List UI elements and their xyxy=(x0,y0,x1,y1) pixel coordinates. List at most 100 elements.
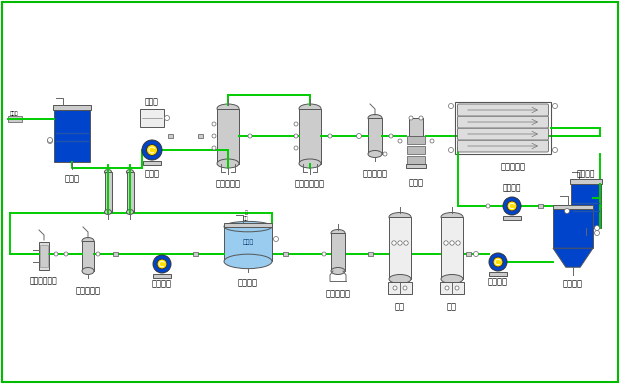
FancyBboxPatch shape xyxy=(458,128,549,140)
Text: 树脂捕捉器: 树脂捕捉器 xyxy=(326,289,350,298)
Ellipse shape xyxy=(224,222,272,232)
Text: 储水池: 储水池 xyxy=(242,239,254,245)
Circle shape xyxy=(48,137,53,142)
Bar xyxy=(570,179,602,184)
Ellipse shape xyxy=(126,169,133,174)
Bar xyxy=(407,136,425,144)
Circle shape xyxy=(164,116,169,121)
Bar xyxy=(105,172,112,212)
Ellipse shape xyxy=(389,275,411,283)
Circle shape xyxy=(445,286,449,290)
Bar xyxy=(368,118,382,154)
Circle shape xyxy=(54,252,58,256)
Bar xyxy=(167,134,172,138)
Bar xyxy=(224,227,272,262)
Bar xyxy=(192,252,198,256)
Bar xyxy=(53,105,91,110)
Text: 原水泵: 原水泵 xyxy=(144,169,159,178)
Ellipse shape xyxy=(441,275,463,283)
Ellipse shape xyxy=(368,151,382,157)
Circle shape xyxy=(212,146,216,150)
Circle shape xyxy=(142,140,162,160)
Circle shape xyxy=(153,255,171,273)
Bar xyxy=(82,241,94,271)
Text: 终端水箱: 终端水箱 xyxy=(238,278,258,287)
Bar xyxy=(406,164,426,168)
Bar xyxy=(126,172,133,212)
Bar xyxy=(54,110,90,162)
Circle shape xyxy=(392,241,396,245)
Bar xyxy=(40,245,48,267)
Bar xyxy=(407,146,425,154)
Circle shape xyxy=(273,237,278,242)
Text: 原水箱: 原水箱 xyxy=(64,174,79,183)
Ellipse shape xyxy=(82,237,94,245)
Circle shape xyxy=(455,286,459,290)
Ellipse shape xyxy=(105,210,112,215)
Text: 吗
储器: 吗 储器 xyxy=(243,210,249,220)
Bar xyxy=(466,252,471,256)
Text: 自来水: 自来水 xyxy=(10,111,19,116)
Bar xyxy=(553,205,593,209)
Circle shape xyxy=(456,241,460,245)
Circle shape xyxy=(389,134,393,138)
Bar xyxy=(571,184,601,228)
Circle shape xyxy=(448,147,453,152)
Ellipse shape xyxy=(331,230,345,237)
Circle shape xyxy=(489,253,507,271)
Ellipse shape xyxy=(105,169,112,174)
Circle shape xyxy=(146,144,157,156)
Text: 高压泵: 高压泵 xyxy=(409,178,423,187)
Ellipse shape xyxy=(82,268,94,275)
Text: 混床: 混床 xyxy=(447,302,457,311)
Text: 中间水泵: 中间水泵 xyxy=(488,277,508,286)
Circle shape xyxy=(448,104,453,109)
Bar xyxy=(407,156,425,164)
Text: 活性炭过滤器: 活性炭过滤器 xyxy=(295,179,325,189)
Circle shape xyxy=(503,197,521,215)
FancyBboxPatch shape xyxy=(458,116,549,128)
Bar xyxy=(283,252,288,256)
Circle shape xyxy=(450,241,454,245)
Circle shape xyxy=(404,241,408,245)
FancyBboxPatch shape xyxy=(458,140,549,152)
Circle shape xyxy=(409,116,413,120)
Circle shape xyxy=(595,230,600,235)
Text: 中间水箱: 中间水箱 xyxy=(563,279,583,288)
Text: 微孔过滤器: 微孔过滤器 xyxy=(76,286,100,295)
Bar xyxy=(140,109,164,127)
Text: 机械过滤器: 机械过滤器 xyxy=(216,179,241,189)
Ellipse shape xyxy=(299,104,321,113)
Text: 清洗水箱: 清洗水箱 xyxy=(577,169,595,178)
Bar xyxy=(553,209,593,248)
Ellipse shape xyxy=(224,254,272,269)
Circle shape xyxy=(157,259,167,269)
Circle shape xyxy=(493,257,503,267)
Circle shape xyxy=(322,252,326,256)
Ellipse shape xyxy=(389,212,411,222)
Circle shape xyxy=(96,252,100,256)
Bar xyxy=(331,233,345,271)
Circle shape xyxy=(248,134,252,138)
Bar xyxy=(440,282,464,294)
Circle shape xyxy=(430,139,434,143)
Ellipse shape xyxy=(299,159,321,168)
Bar xyxy=(198,134,203,138)
Bar xyxy=(153,274,171,278)
Circle shape xyxy=(294,134,298,138)
Circle shape xyxy=(398,139,402,143)
Text: 清洗水泵: 清洗水泵 xyxy=(503,183,521,192)
Circle shape xyxy=(212,134,216,138)
Circle shape xyxy=(564,209,570,214)
Polygon shape xyxy=(553,248,593,267)
Text: 终端水泵: 终端水泵 xyxy=(152,279,172,288)
Bar xyxy=(143,161,161,165)
Circle shape xyxy=(64,252,68,256)
Circle shape xyxy=(486,204,490,208)
Circle shape xyxy=(419,116,423,120)
Bar xyxy=(388,282,412,294)
Bar xyxy=(489,272,507,276)
FancyBboxPatch shape xyxy=(458,104,549,116)
Ellipse shape xyxy=(126,210,133,215)
Circle shape xyxy=(552,147,557,152)
